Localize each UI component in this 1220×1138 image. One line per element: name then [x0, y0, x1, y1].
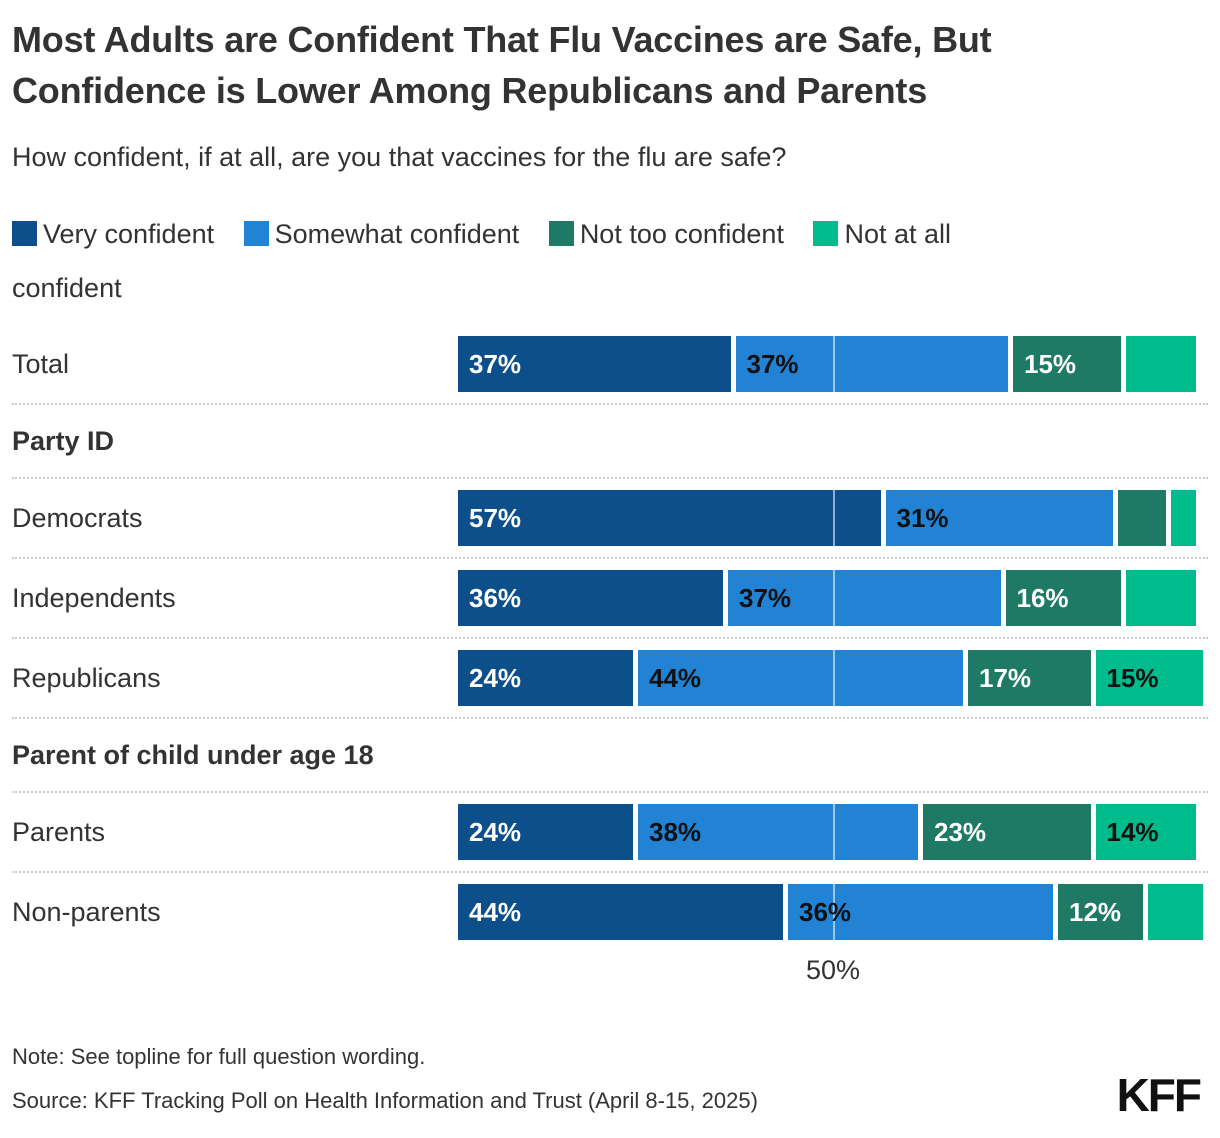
bar-segment	[1170, 490, 1201, 547]
bar-segment-label: 37%	[739, 583, 792, 614]
bar-segment: 36%	[458, 570, 728, 627]
bar-segment-label: 24%	[469, 817, 522, 848]
bar-segment: 12%	[1058, 884, 1148, 941]
bar-segment	[1118, 490, 1171, 547]
bar-segment: 37%	[458, 336, 736, 393]
bar-segment-label: 17%	[979, 663, 1032, 694]
legend-swatch-icon	[548, 221, 574, 247]
legend: Very confident Somewhat confident Not to…	[12, 207, 1087, 315]
bar-segment: 44%	[638, 650, 968, 707]
legend-label: Not at all confident	[12, 219, 952, 304]
bar-cells: 57% 31%	[458, 490, 1208, 547]
bar-row: Republicans 24% 44% 17% 15%	[12, 639, 1208, 720]
bar-cells: 44% 36% 12%	[458, 884, 1208, 941]
bar-cells: 24% 44% 17% 15%	[458, 650, 1208, 707]
row-label: Total	[12, 348, 70, 379]
bar-segment: 16%	[1005, 570, 1126, 627]
source-line: Source: KFF Tracking Poll on Health Info…	[12, 1088, 758, 1114]
legend-item: Somewhat confident	[243, 219, 520, 250]
stacked-bar-chart: Total 37% 37% 15% Party ID Democrats 57% 31% Ind…	[12, 325, 1208, 951]
row-label: Non-parents	[12, 896, 161, 927]
row-label: Democrats	[12, 502, 143, 533]
legend-label: Very confident	[43, 219, 215, 250]
bar-segment-label: 37%	[469, 349, 522, 380]
bar-segment: 24%	[458, 804, 638, 861]
legend-swatch-icon	[813, 221, 839, 247]
chart-footer: Note: See topline for full question word…	[12, 1042, 1208, 1121]
bar-segment-label: 14%	[1106, 817, 1159, 848]
bar-segment-label: 57%	[469, 503, 522, 534]
bar-segment-label: 15%	[1024, 349, 1077, 380]
bar-segment-label: 12%	[1069, 897, 1122, 928]
section-header: Party ID	[12, 405, 1208, 480]
bar-segment: 36%	[788, 884, 1058, 941]
kff-logo: KFF	[1116, 1069, 1202, 1122]
section-header: Parent of child under age 18	[12, 719, 1208, 794]
bar-cells: 36% 37% 16%	[458, 570, 1208, 627]
row-label: Independents	[12, 582, 176, 613]
bar-segment-label: 15%	[1106, 663, 1159, 694]
legend-item: Not at all confident	[12, 219, 951, 303]
legend-label: Somewhat confident	[274, 219, 520, 250]
bar-row: Non-parents 44% 36% 12%	[12, 873, 1208, 951]
bar-segment: 14%	[1095, 804, 1201, 861]
legend-item: Not too confident	[548, 219, 784, 250]
bar-segment: 15%	[1013, 336, 1126, 393]
x-axis-spacer	[12, 955, 458, 986]
bar-row: Independents 36% 37% 16%	[12, 559, 1208, 640]
chart-title: Most Adults are Confident That Flu Vacci…	[12, 19, 992, 112]
bar-segment: 37%	[735, 336, 1013, 393]
bar-segment: 17%	[968, 650, 1096, 707]
bar-segment-label: 38%	[649, 817, 702, 848]
bar-segment-label: 36%	[469, 583, 522, 614]
bar-segment	[1148, 884, 1208, 941]
legend-swatch-icon	[243, 221, 269, 247]
row-label: Republicans	[12, 662, 161, 693]
bar-segment-label: 16%	[1016, 583, 1069, 614]
bar-segment: 37%	[728, 570, 1006, 627]
x-axis: 50%	[12, 955, 1208, 986]
legend-item: Very confident	[12, 219, 214, 249]
bar-segment-label: 31%	[896, 503, 949, 534]
bar-row: Parents 24% 38% 23% 14%	[12, 793, 1208, 874]
bar-segment	[1125, 336, 1201, 393]
legend-label: Not too confident	[579, 219, 784, 250]
bar-segment: 57%	[458, 490, 886, 547]
bar-segment-label: 36%	[799, 897, 852, 928]
bar-segment: 15%	[1095, 650, 1208, 707]
bar-segment	[1125, 570, 1201, 627]
bar-segment-label: 24%	[469, 663, 522, 694]
bar-row: Democrats 57% 31%	[12, 479, 1208, 560]
bar-segment-label: 23%	[934, 817, 987, 848]
bar-segment: 24%	[458, 650, 638, 707]
bar-row: Total 37% 37% 15%	[12, 325, 1208, 406]
bar-cells: 37% 37% 15%	[458, 336, 1208, 393]
bar-segment: 31%	[885, 490, 1118, 547]
bar-segment: 38%	[638, 804, 923, 861]
bar-segment: 23%	[923, 804, 1096, 861]
footnote: Note: See topline for full question word…	[12, 1044, 426, 1070]
bar-cells: 24% 38% 23% 14%	[458, 804, 1208, 861]
bar-segment-label: 44%	[649, 663, 702, 694]
x-axis-tick-label: 50%	[805, 955, 861, 986]
row-label: Parents	[12, 816, 106, 847]
bar-segment-label: 37%	[746, 349, 799, 380]
bar-segment: 44%	[458, 884, 788, 941]
chart-subtitle: How confident, if at all, are you that v…	[12, 142, 787, 173]
legend-swatch-icon	[12, 221, 37, 247]
bar-segment-label: 44%	[469, 897, 522, 928]
